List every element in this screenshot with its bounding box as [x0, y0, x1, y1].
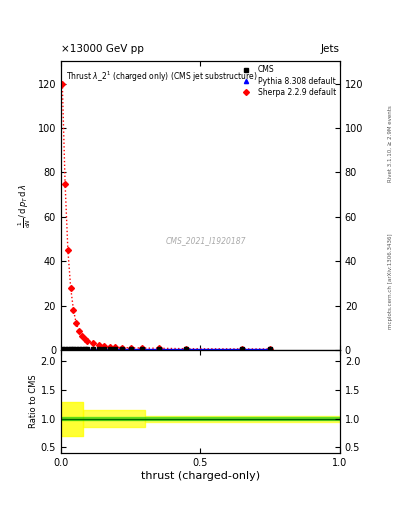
Sherpa 2.2.9 default	[107, 344, 112, 350]
Sherpa 2.2.9 default	[91, 340, 95, 347]
Sherpa 2.2.9 default	[184, 346, 189, 352]
Text: mcplots.cern.ch [arXiv:1306.3436]: mcplots.cern.ch [arXiv:1306.3436]	[388, 234, 393, 329]
CMS	[268, 346, 273, 352]
Text: Rivet 3.1.10, ≥ 2.9M events: Rivet 3.1.10, ≥ 2.9M events	[388, 105, 393, 182]
Sherpa 2.2.9 default	[156, 345, 161, 351]
CMS	[184, 346, 189, 352]
Pythia 8.308 default	[240, 346, 244, 352]
Sherpa 2.2.9 default	[140, 345, 144, 351]
CMS	[128, 346, 133, 352]
CMS	[140, 346, 144, 352]
Line: Pythia 8.308 default: Pythia 8.308 default	[60, 347, 272, 351]
Pythia 8.308 default	[102, 346, 107, 352]
Sherpa 2.2.9 default	[113, 344, 118, 350]
CMS	[71, 346, 76, 352]
Y-axis label: Ratio to CMS: Ratio to CMS	[29, 375, 38, 429]
CMS	[60, 346, 65, 352]
Pythia 8.308 default	[71, 346, 76, 352]
Text: Thrust $\lambda\_2^1$ (charged only) (CMS jet substructure): Thrust $\lambda\_2^1$ (charged only) (CM…	[66, 70, 258, 84]
CMS	[79, 346, 84, 352]
CMS	[63, 346, 68, 352]
Sherpa 2.2.9 default	[68, 285, 73, 291]
Pythia 8.308 default	[77, 346, 81, 352]
CMS	[156, 346, 161, 352]
Pythia 8.308 default	[128, 346, 133, 352]
Pythia 8.308 default	[96, 346, 101, 352]
Sherpa 2.2.9 default	[268, 346, 273, 352]
Sherpa 2.2.9 default	[71, 307, 76, 313]
Sherpa 2.2.9 default	[240, 346, 244, 352]
CMS	[113, 346, 118, 352]
Line: CMS: CMS	[60, 347, 273, 351]
Y-axis label: $\frac{1}{\mathrm{d}N}\,/\,\mathrm{d}\,p_T\,\mathrm{d}\,\lambda$: $\frac{1}{\mathrm{d}N}\,/\,\mathrm{d}\,p…	[17, 183, 33, 228]
Sherpa 2.2.9 default	[77, 328, 81, 334]
Sherpa 2.2.9 default	[120, 345, 125, 351]
X-axis label: thrust (charged-only): thrust (charged-only)	[141, 471, 260, 481]
CMS	[102, 346, 107, 352]
Pythia 8.308 default	[91, 346, 95, 352]
CMS	[74, 346, 79, 352]
Pythia 8.308 default	[82, 346, 87, 352]
Text: ×13000 GeV pp: ×13000 GeV pp	[61, 44, 144, 54]
Sherpa 2.2.9 default	[66, 247, 70, 253]
Sherpa 2.2.9 default	[96, 342, 101, 348]
Legend: CMS, Pythia 8.308 default, Sherpa 2.2.9 default: CMS, Pythia 8.308 default, Sherpa 2.2.9 …	[237, 63, 338, 98]
Line: Sherpa 2.2.9 default: Sherpa 2.2.9 default	[60, 81, 272, 351]
Pythia 8.308 default	[60, 346, 65, 352]
CMS	[68, 346, 73, 352]
Sherpa 2.2.9 default	[79, 333, 84, 339]
Sherpa 2.2.9 default	[63, 180, 68, 186]
CMS	[77, 346, 81, 352]
CMS	[96, 346, 101, 352]
Pythia 8.308 default	[140, 346, 144, 352]
Pythia 8.308 default	[156, 346, 161, 352]
CMS	[85, 346, 90, 352]
Pythia 8.308 default	[66, 346, 70, 352]
Pythia 8.308 default	[184, 346, 189, 352]
CMS	[66, 346, 70, 352]
Pythia 8.308 default	[85, 346, 90, 352]
CMS	[240, 346, 244, 352]
CMS	[91, 346, 95, 352]
Pythia 8.308 default	[120, 346, 125, 352]
Pythia 8.308 default	[68, 346, 73, 352]
Sherpa 2.2.9 default	[128, 345, 133, 351]
Pythia 8.308 default	[268, 346, 273, 352]
Text: Jets: Jets	[321, 44, 340, 54]
Pythia 8.308 default	[79, 346, 84, 352]
Pythia 8.308 default	[107, 346, 112, 352]
CMS	[82, 346, 87, 352]
Sherpa 2.2.9 default	[85, 338, 90, 344]
Sherpa 2.2.9 default	[60, 80, 65, 87]
Pythia 8.308 default	[113, 346, 118, 352]
Pythia 8.308 default	[63, 346, 68, 352]
Text: CMS_2021_I1920187: CMS_2021_I1920187	[166, 236, 246, 245]
Sherpa 2.2.9 default	[74, 321, 79, 327]
Sherpa 2.2.9 default	[82, 336, 87, 342]
Pythia 8.308 default	[74, 346, 79, 352]
CMS	[107, 346, 112, 352]
Sherpa 2.2.9 default	[102, 343, 107, 349]
CMS	[120, 346, 125, 352]
